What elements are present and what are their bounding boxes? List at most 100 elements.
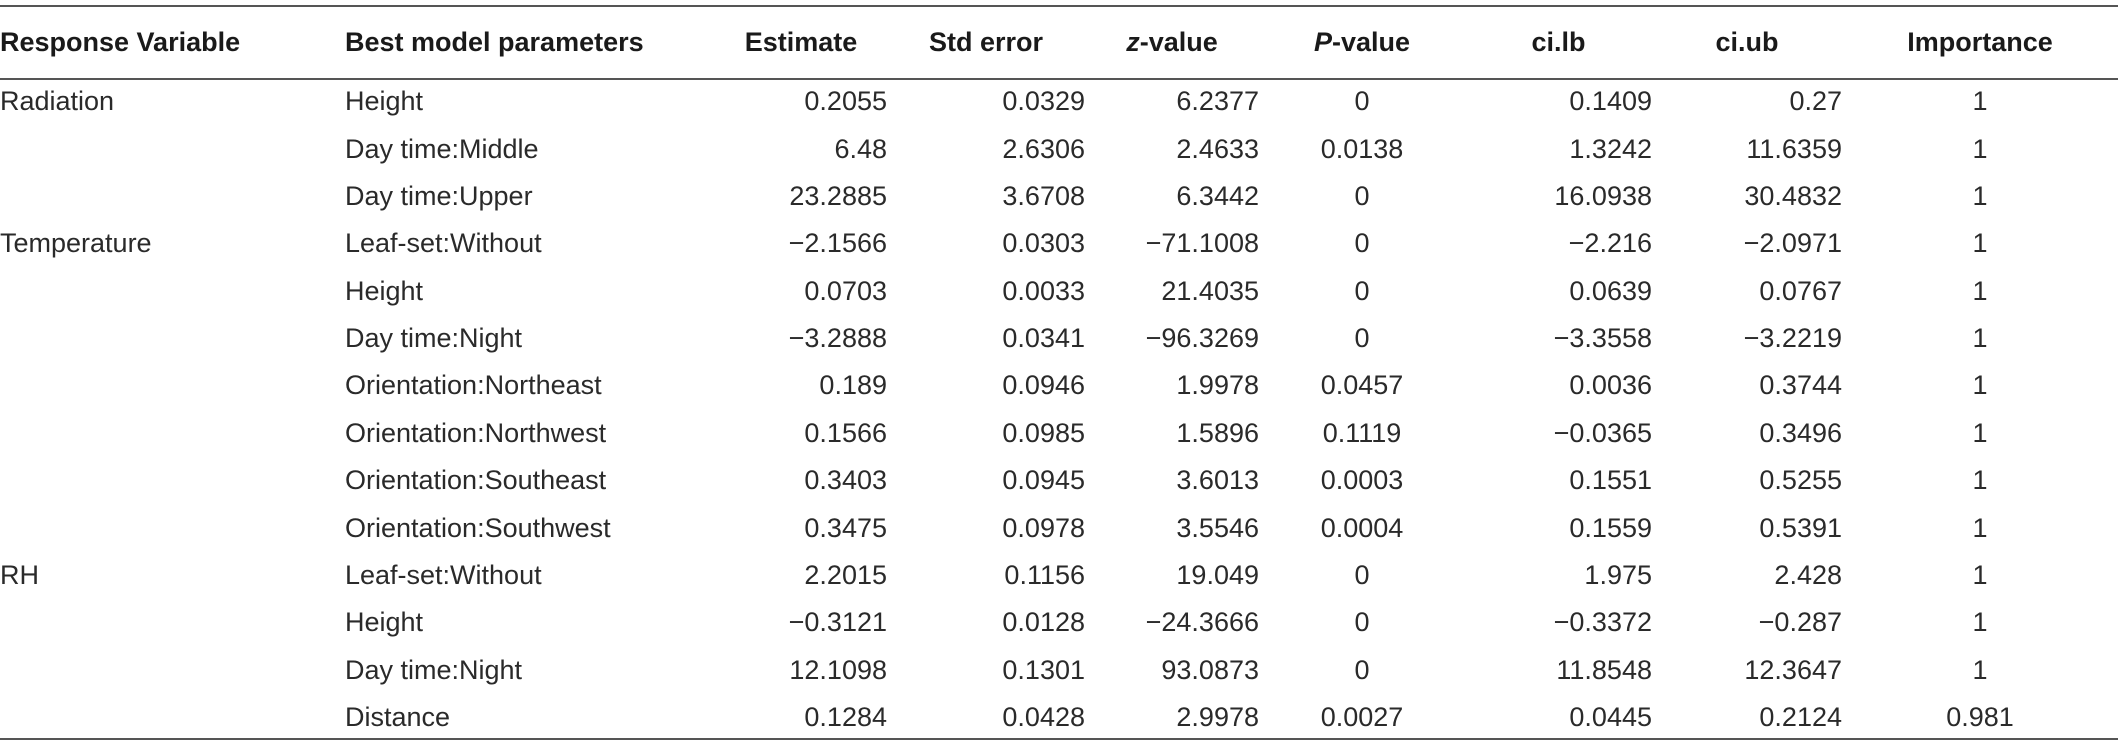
cell-ci-lb: 0.0445 — [1569, 702, 1652, 733]
cell-response-variable — [0, 457, 345, 504]
cell-estimate: 0.1566 — [804, 417, 887, 448]
table-row: Temperature Leaf-set:Without −2.1566 0.0303… — [0, 220, 2118, 267]
cell-ci-lb: −2.216 — [1568, 228, 1652, 259]
cell-z-value: 6.3442 — [1176, 180, 1259, 211]
cell-response-variable — [0, 173, 345, 220]
cell-std-error: 0.0985 — [1002, 417, 1085, 448]
cell-z-value: 2.4633 — [1176, 133, 1259, 164]
header-importance: Importance — [1907, 27, 2053, 57]
cell-importance: 1 — [1972, 654, 1988, 685]
cell-estimate: 0.3475 — [804, 512, 887, 543]
cell-ci-ub: 0.5255 — [1759, 465, 1842, 496]
cell-z-value: 3.5546 — [1176, 512, 1259, 543]
cell-std-error: 0.1301 — [1002, 654, 1085, 685]
cell-response-variable — [0, 599, 345, 646]
cell-std-error: 0.0128 — [1002, 607, 1085, 638]
cell-z-value: 3.6013 — [1176, 465, 1259, 496]
cell-importance: 1 — [1972, 86, 1988, 117]
cell-std-error: 0.1156 — [1004, 559, 1085, 590]
table-row: Orientation:Northwest 0.1566 0.0985 1.5896 0… — [0, 410, 2118, 457]
cell-p-value: 0.0004 — [1320, 512, 1404, 543]
header-ci-lb: ci.lb — [1531, 27, 1586, 57]
cell-parameter: Day time:Middle — [345, 133, 539, 164]
bottom-rule — [0, 738, 2118, 740]
cell-z-value: 1.9978 — [1176, 370, 1259, 401]
cell-ci-lb: 1.975 — [1584, 559, 1652, 590]
table-row: Orientation:Southeast 0.3403 0.0945 3.6013 0… — [0, 457, 2118, 504]
cell-importance: 1 — [1972, 417, 1988, 448]
table-row: Day time:Upper 23.2885 3.6708 6.3442 0 16.093… — [0, 173, 2118, 220]
cell-response-variable — [0, 504, 345, 551]
cell-parameter: Orientation:Northwest — [345, 417, 607, 448]
table-row: Orientation:Northeast 0.189 0.0946 1.9978 0.… — [0, 362, 2118, 409]
cell-response-variable — [0, 694, 345, 741]
cell-ci-lb: 0.0036 — [1569, 370, 1652, 401]
cell-ci-lb: 16.0938 — [1554, 180, 1652, 211]
cell-estimate: 6.48 — [834, 133, 887, 164]
cell-importance: 0.981 — [1946, 702, 2014, 733]
cell-p-value: 0 — [1354, 228, 1370, 259]
cell-std-error: 0.0341 — [1002, 323, 1085, 354]
table-body: Radiation Height 0.2055 0.0329 6.2377 0 0.1409… — [0, 78, 2118, 741]
cell-ci-lb: −3.3558 — [1553, 323, 1652, 354]
cell-z-value: 6.2377 — [1176, 86, 1259, 117]
cell-ci-ub: 0.3744 — [1759, 370, 1842, 401]
cell-response-variable — [0, 647, 345, 694]
cell-ci-ub: 0.3496 — [1759, 417, 1842, 448]
table-row: Day time:Middle 6.48 2.6306 2.4633 0.0138 1.3… — [0, 125, 2118, 172]
cell-importance: 1 — [1972, 512, 1988, 543]
header-p-value-suffix: -value — [1331, 27, 1411, 57]
cell-ci-ub: 0.5391 — [1759, 512, 1842, 543]
cell-ci-lb: 0.0639 — [1569, 275, 1652, 306]
cell-importance: 1 — [1972, 133, 1988, 164]
cell-ci-ub: 2.428 — [1774, 559, 1842, 590]
cell-ci-ub: −3.2219 — [1743, 323, 1842, 354]
cell-importance: 1 — [1972, 180, 1988, 211]
cell-estimate: 12.1098 — [789, 654, 887, 685]
header-z-value-symbol: z — [1126, 27, 1140, 57]
cell-ci-ub: 0.0767 — [1759, 275, 1842, 306]
cell-p-value: 0 — [1354, 323, 1370, 354]
cell-parameter: Orientation:Southeast — [345, 465, 607, 496]
cell-ci-ub: 11.6359 — [1746, 133, 1842, 164]
header-rule — [0, 78, 2118, 80]
cell-ci-lb: −0.3372 — [1553, 607, 1652, 638]
cell-parameter: Day time:Night — [345, 654, 523, 685]
cell-p-value: 0 — [1354, 180, 1370, 211]
cell-z-value: 93.0873 — [1161, 654, 1259, 685]
cell-estimate: −2.1566 — [788, 228, 887, 259]
cell-response-variable — [0, 125, 345, 172]
header-z-value-suffix: -value — [1139, 27, 1218, 57]
cell-response-variable: RH — [0, 559, 39, 590]
cell-estimate: −0.3121 — [788, 607, 887, 638]
cell-z-value: −24.3666 — [1145, 607, 1259, 638]
cell-estimate: 23.2885 — [789, 180, 887, 211]
cell-p-value: 0 — [1354, 275, 1370, 306]
cell-ci-lb: −0.0365 — [1553, 417, 1652, 448]
header-row: Response Variable Best model parameters … — [0, 7, 2118, 78]
header-z-value: z-value — [1085, 7, 1259, 78]
cell-importance: 1 — [1972, 323, 1988, 354]
cell-importance: 1 — [1972, 228, 1988, 259]
cell-ci-ub: −0.287 — [1758, 607, 1842, 638]
cell-std-error: 0.0329 — [1002, 86, 1085, 117]
table-row: Height 0.0703 0.0033 21.4035 0 0.0639 0.0767 1 — [0, 268, 2118, 315]
cell-ci-ub: −2.0971 — [1743, 228, 1842, 259]
cell-p-value: 0 — [1354, 559, 1370, 590]
table-row: Orientation:Southwest 0.3475 0.0978 3.5546 0… — [0, 504, 2118, 551]
header-response-variable: Response Variable — [0, 27, 241, 57]
cell-parameter: Orientation:Northeast — [345, 370, 602, 401]
table-row: RH Leaf-set:Without 2.2015 0.1156 19.049 0 1.9… — [0, 552, 2118, 599]
cell-importance: 1 — [1972, 465, 1988, 496]
cell-z-value: −71.1008 — [1145, 228, 1259, 259]
cell-std-error: 0.0978 — [1002, 512, 1085, 543]
cell-ci-ub: 12.3647 — [1744, 654, 1842, 685]
results-table: Response Variable Best model parameters … — [0, 7, 2118, 741]
cell-importance: 1 — [1972, 275, 1988, 306]
cell-parameter: Day time:Upper — [345, 180, 533, 211]
cell-response-variable: Radiation — [0, 86, 115, 117]
cell-parameter: Height — [345, 607, 424, 638]
cell-ci-ub: 30.4832 — [1744, 180, 1842, 211]
cell-p-value: 0 — [1354, 86, 1370, 117]
cell-parameter: Distance — [345, 702, 451, 733]
